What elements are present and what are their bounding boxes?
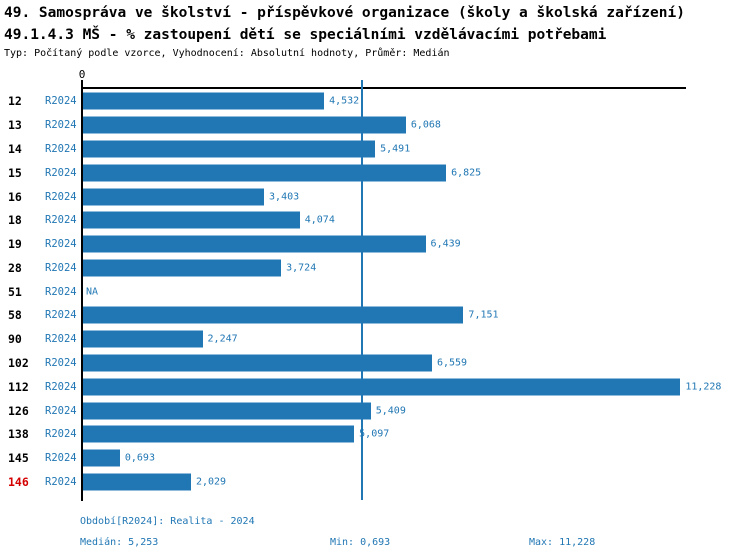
- footer-min: Min: 0,693: [330, 537, 391, 548]
- chart-row: 112 R2024 11,228: [0, 375, 750, 399]
- row-category-label: 14: [8, 142, 22, 157]
- bar-value-label: 5,409: [375, 405, 406, 417]
- row-period-label: R2024: [45, 119, 77, 132]
- row-category-label: 15: [8, 165, 22, 180]
- chart-row: 138 R2024 5,097: [0, 423, 750, 447]
- row-category-label: 126: [8, 403, 29, 418]
- row-category-label: 18: [8, 213, 22, 228]
- row-category-label: 90: [8, 332, 22, 347]
- bar-value-label: 11,228: [685, 381, 722, 393]
- row-category-label: 112: [8, 379, 29, 394]
- chart-row: 90 R2024 2,247: [0, 327, 750, 351]
- row-period-label: R2024: [45, 214, 77, 227]
- row-category-label: 19: [8, 237, 22, 252]
- bar: [83, 211, 300, 229]
- bar: [83, 354, 432, 372]
- chart-row: 102 R2024 6,559: [0, 351, 750, 375]
- bar-value-label: 3,724: [286, 262, 317, 274]
- row-period-label: R2024: [45, 238, 77, 251]
- row-period-label: R2024: [45, 380, 77, 393]
- bar: [83, 473, 191, 491]
- bar-value-label: 6,559: [436, 357, 468, 369]
- chart-row: 13 R2024 6,068: [0, 113, 750, 137]
- y-axis-line: [81, 87, 83, 501]
- row-category-label: 51: [8, 284, 22, 299]
- chart-row: 51 R2024 NA: [0, 280, 750, 304]
- row-period-label: R2024: [45, 261, 77, 274]
- row-period-label: R2024: [45, 404, 77, 417]
- chart-row: 19 R2024 6,439: [0, 232, 750, 256]
- chart-row: 14 R2024 5,491: [0, 137, 750, 161]
- chart-row: 28 R2024 3,724: [0, 256, 750, 280]
- bar: [83, 449, 120, 467]
- bar-value-label: 5,097: [359, 428, 390, 440]
- bar-value-label: 5,491: [380, 143, 411, 155]
- bar: [83, 92, 325, 110]
- row-category-label: 145: [8, 451, 29, 466]
- zero-tick-label: 0: [78, 68, 86, 81]
- row-period-label: R2024: [45, 475, 77, 488]
- chart-row: 145 R2024 0,693: [0, 446, 750, 470]
- row-category-label: 146: [8, 474, 29, 489]
- row-category-label: 13: [8, 118, 22, 133]
- bar: [83, 164, 447, 182]
- bar-value-label: 2,247: [207, 333, 238, 345]
- bar: [83, 330, 203, 348]
- bar-value-label: 6,825: [451, 167, 482, 179]
- row-category-label: 102: [8, 356, 29, 371]
- row-category-label: 12: [8, 94, 22, 109]
- bar: [83, 235, 426, 253]
- row-category-label: 138: [8, 427, 29, 442]
- bar: [83, 116, 406, 134]
- chart-title-line2: 49.1.4.3 MŠ - % zastoupení dětí se speci…: [4, 27, 607, 43]
- bar-value-label: 0,693: [124, 452, 155, 464]
- row-period-label: R2024: [45, 285, 77, 298]
- bar: [83, 188, 265, 206]
- chart-row: 15 R2024 6,825: [0, 161, 750, 185]
- bar: [83, 306, 464, 324]
- bar-value-label: 3,403: [269, 191, 300, 203]
- bar-value-label: 2,029: [195, 476, 227, 488]
- footer-median: Medián: 5,253: [80, 537, 159, 548]
- row-period-label: R2024: [45, 143, 77, 156]
- bar-value-label: 7,151: [468, 309, 499, 321]
- x-axis-line: [82, 87, 686, 89]
- row-period-label: R2024: [45, 357, 77, 370]
- chart-row: 126 R2024 5,409: [0, 399, 750, 423]
- zero-tick: [81, 80, 83, 88]
- median-line: [361, 80, 364, 500]
- bar: [83, 425, 355, 443]
- bar-value-label: 6,439: [430, 238, 461, 250]
- row-period-label: R2024: [45, 452, 77, 465]
- bar-value-label: NA: [86, 286, 99, 298]
- chart-row: 58 R2024 7,151: [0, 304, 750, 328]
- bar-value-label: 4,532: [329, 95, 360, 107]
- chart-title-line1: 49. Samospráva ve školství - příspěvkové…: [4, 5, 685, 21]
- row-period-label: R2024: [45, 95, 77, 108]
- chart-row: 16 R2024 3,403: [0, 185, 750, 209]
- row-period-label: R2024: [45, 428, 77, 441]
- chart-row: 12 R2024 4,532: [0, 90, 750, 114]
- bar-value-label: 6,068: [410, 119, 441, 131]
- bar-value-label: 4,074: [304, 214, 335, 226]
- footer-period: Období[R2024]: Realita - 2024: [80, 516, 255, 527]
- bar: [83, 402, 371, 420]
- row-category-label: 58: [8, 308, 22, 323]
- row-period-label: R2024: [45, 309, 77, 322]
- row-period-label: R2024: [45, 166, 77, 179]
- bar: [83, 259, 282, 277]
- footer-max: Max: 11,228: [529, 537, 596, 548]
- chart-subtitle: Typ: Počítaný podle vzorce, Vyhodnocení:…: [4, 48, 450, 59]
- chart-row: 18 R2024 4,074: [0, 209, 750, 233]
- row-period-label: R2024: [45, 333, 77, 346]
- row-category-label: 16: [8, 189, 22, 204]
- bar: [83, 140, 376, 158]
- row-period-label: R2024: [45, 190, 77, 203]
- chart-row: 146 R2024 2,029: [0, 470, 750, 494]
- row-category-label: 28: [8, 260, 22, 275]
- bar: [83, 378, 681, 396]
